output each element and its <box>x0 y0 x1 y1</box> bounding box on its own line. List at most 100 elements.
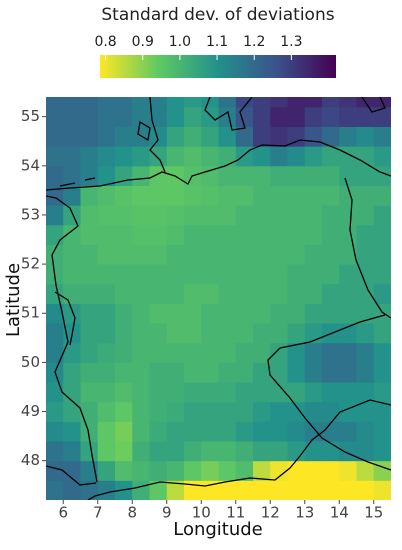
cell <box>270 244 288 265</box>
cell <box>149 401 168 422</box>
cell <box>80 106 99 127</box>
cell <box>339 382 357 403</box>
y-tick-label: 55 <box>21 107 40 125</box>
cell <box>304 185 323 206</box>
cell <box>339 460 357 481</box>
cell <box>304 106 323 127</box>
cell <box>80 244 99 265</box>
cell <box>218 382 237 403</box>
border-line <box>87 399 391 500</box>
cell <box>304 264 323 285</box>
cell <box>356 224 375 245</box>
cell <box>322 244 340 265</box>
cell <box>63 264 81 285</box>
cell <box>80 283 99 304</box>
cell <box>80 205 99 226</box>
cell <box>132 106 150 127</box>
cell <box>149 460 168 481</box>
cell <box>373 401 391 422</box>
cell <box>253 362 271 383</box>
cell <box>356 165 375 186</box>
cell <box>235 342 254 363</box>
cell <box>270 264 288 285</box>
cell <box>322 362 340 383</box>
cell <box>97 421 116 442</box>
cell <box>63 106 81 127</box>
cell <box>235 283 254 304</box>
cell <box>356 244 375 265</box>
cell <box>184 460 202 481</box>
cell <box>339 342 357 363</box>
cell <box>97 264 116 285</box>
cell <box>184 185 202 206</box>
cell <box>97 303 116 324</box>
cell <box>356 185 375 206</box>
cell <box>149 205 168 226</box>
cell <box>373 146 391 167</box>
cell <box>115 342 133 363</box>
cell <box>270 303 288 324</box>
colorbar-title: Standard dev. of deviations <box>101 5 334 25</box>
cell <box>287 97 306 108</box>
cell <box>46 460 64 481</box>
border-line <box>267 314 391 471</box>
cell <box>46 205 64 226</box>
cell <box>218 303 237 324</box>
cell <box>132 342 150 363</box>
cell <box>46 421 64 442</box>
cell <box>201 97 219 108</box>
cell <box>166 244 185 265</box>
x-tick-label: 9 <box>162 504 172 522</box>
cell <box>339 244 357 265</box>
cell <box>270 224 288 245</box>
cell <box>218 441 237 462</box>
cell <box>356 264 375 285</box>
cell <box>149 224 168 245</box>
cell <box>373 421 391 442</box>
cell <box>46 106 64 127</box>
cell <box>46 244 64 265</box>
cell <box>253 126 271 147</box>
cell <box>115 185 133 206</box>
cell <box>356 382 375 403</box>
cell <box>166 460 185 481</box>
cell <box>287 441 306 462</box>
cell <box>184 126 202 147</box>
cell <box>115 441 133 462</box>
cell <box>235 264 254 285</box>
cell <box>201 106 219 127</box>
cell <box>132 97 150 108</box>
y-tick-label: 54 <box>21 156 40 174</box>
x-tick-label: 8 <box>127 504 137 522</box>
cell <box>218 264 237 285</box>
cell <box>97 205 116 226</box>
cell <box>339 264 357 285</box>
cell <box>184 244 202 265</box>
cell <box>115 97 133 108</box>
cell <box>253 224 271 245</box>
cell <box>287 303 306 324</box>
cell <box>322 421 340 442</box>
cell <box>97 441 116 462</box>
cell <box>373 362 391 383</box>
cell <box>149 382 168 403</box>
cell <box>304 224 323 245</box>
cell <box>235 401 254 422</box>
cell <box>270 441 288 462</box>
cell <box>115 146 133 167</box>
cell <box>356 283 375 304</box>
cell <box>201 185 219 206</box>
cell <box>166 303 185 324</box>
cell <box>149 283 168 304</box>
cell <box>235 205 254 226</box>
cell <box>235 106 254 127</box>
cell <box>166 362 185 383</box>
cell <box>322 480 340 500</box>
cell <box>235 382 254 403</box>
cell <box>201 283 219 304</box>
cell <box>270 106 288 127</box>
cell <box>270 126 288 147</box>
cell <box>132 165 150 186</box>
cell <box>339 303 357 324</box>
cell <box>322 106 340 127</box>
